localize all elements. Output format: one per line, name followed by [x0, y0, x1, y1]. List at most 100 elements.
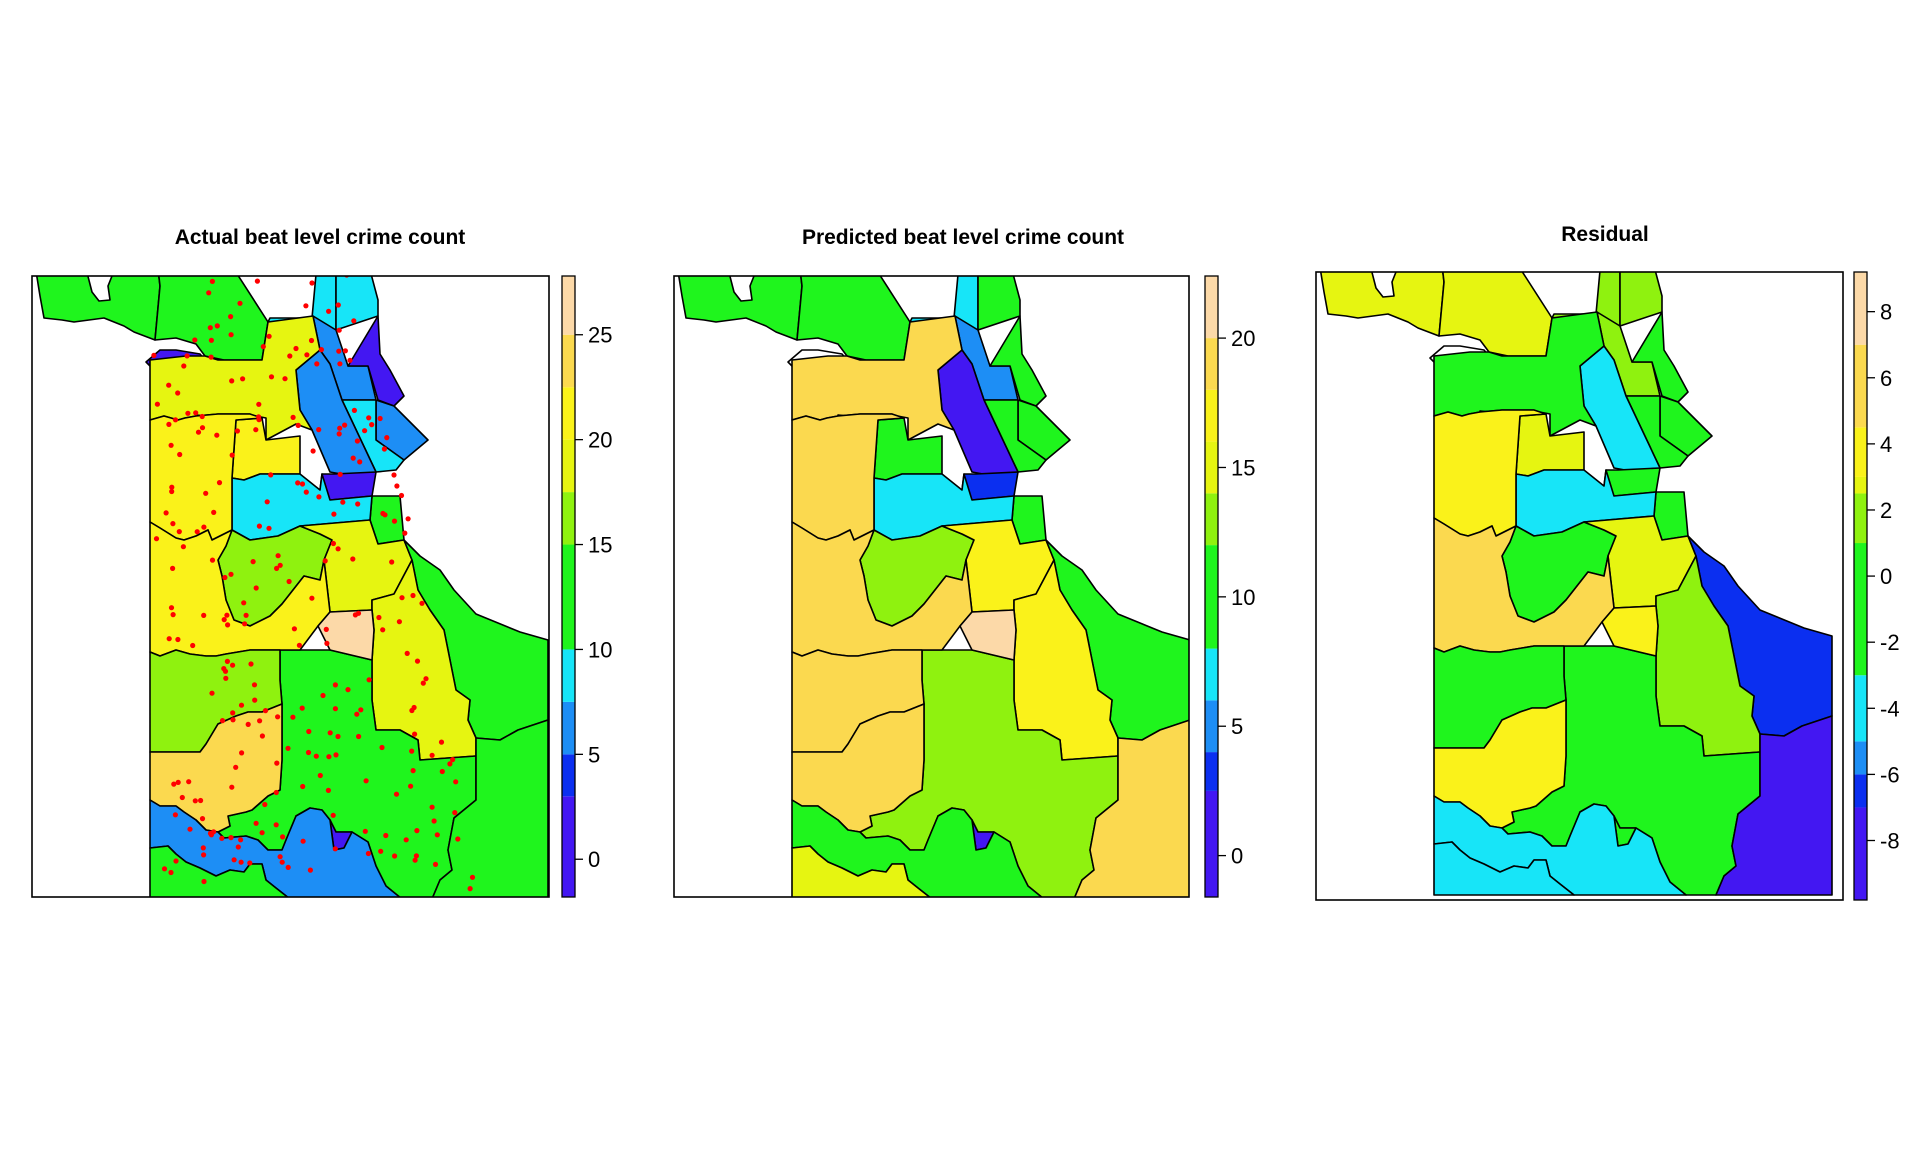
district-polygon — [677, 276, 803, 341]
district-polygon — [1073, 719, 1189, 897]
crime-point — [171, 781, 177, 787]
crime-point — [351, 318, 357, 324]
legend-band — [1205, 752, 1218, 791]
crime-point — [453, 779, 459, 785]
crime-point — [247, 860, 253, 866]
legend-tick-label: 15 — [588, 533, 612, 558]
crime-point — [194, 529, 200, 535]
map-frame — [673, 275, 1190, 898]
legend-tick-label: 15 — [1231, 455, 1255, 480]
district-map — [35, 260, 549, 897]
crime-point — [175, 390, 181, 396]
crime-point — [256, 401, 262, 407]
crime-point — [350, 455, 356, 461]
crime-point — [358, 707, 364, 713]
crime-point — [186, 779, 192, 785]
crime-point — [420, 680, 426, 686]
crime-point — [336, 348, 342, 354]
crime-point — [363, 778, 369, 784]
crime-point — [168, 442, 174, 448]
legend-band — [1205, 700, 1218, 753]
crime-point — [179, 794, 185, 801]
crime-point — [166, 382, 172, 388]
legend-border — [1853, 271, 1868, 901]
crime-point — [450, 757, 456, 763]
crime-point — [392, 853, 398, 859]
crime-point — [201, 852, 207, 858]
district-polygon — [1619, 272, 1663, 327]
legend-band — [1854, 476, 1867, 494]
crime-point — [351, 407, 357, 413]
crime-point — [295, 422, 301, 428]
legend-tick-label: 0 — [1231, 844, 1243, 869]
crime-point — [321, 260, 326, 265]
crime-point — [409, 748, 415, 754]
panel-title: Residual — [1561, 223, 1649, 246]
legend-tick-label: 20 — [1231, 326, 1255, 351]
legend-tick-label: 2 — [1880, 498, 1892, 523]
crime-point — [313, 753, 319, 759]
crime-point — [429, 752, 435, 758]
crime-point — [438, 739, 445, 745]
legend-tick-label: 5 — [1231, 714, 1243, 739]
crime-point — [357, 459, 363, 465]
crime-point — [366, 677, 372, 683]
crime-point — [293, 345, 299, 352]
crime-point — [434, 832, 440, 838]
legend-band — [1205, 389, 1218, 442]
crime-point — [210, 269, 215, 274]
crime-point — [170, 612, 176, 618]
district-map — [1319, 272, 1833, 896]
legend-band — [562, 387, 575, 440]
crime-point — [280, 834, 286, 840]
crime-point — [352, 612, 358, 618]
crime-point — [317, 772, 323, 779]
district-polygon — [959, 609, 1017, 661]
crime-point — [335, 733, 341, 740]
crime-point — [273, 822, 279, 828]
crime-point — [234, 428, 240, 434]
crime-point — [399, 595, 405, 601]
legend-tick-label: 20 — [588, 428, 612, 453]
district-polygon — [791, 845, 931, 897]
crime-point — [423, 676, 429, 682]
legend-tick-label: 4 — [1880, 432, 1892, 457]
crime-point — [214, 432, 220, 438]
district-polygon — [1601, 605, 1659, 657]
crime-point — [404, 650, 410, 657]
crime-point — [199, 425, 206, 431]
crime-point — [394, 483, 400, 489]
crime-point — [412, 731, 418, 737]
color-legend: 0 5 10 15 20 — [1204, 275, 1255, 898]
crime-point — [277, 854, 283, 860]
crime-point — [266, 525, 272, 531]
crime-point — [201, 612, 207, 619]
crime-point — [166, 421, 172, 427]
crime-point — [316, 494, 322, 500]
crime-point — [230, 710, 236, 716]
crime-point — [230, 662, 236, 668]
crime-point — [290, 714, 296, 720]
crime-point — [366, 415, 372, 421]
district-polygon — [335, 276, 379, 331]
legend-band — [1854, 741, 1867, 775]
crime-point — [286, 578, 292, 585]
crime-point — [170, 565, 176, 572]
district-polygon — [796, 276, 911, 361]
legend-tick-label: 0 — [588, 847, 600, 872]
crime-point — [211, 509, 217, 515]
crime-point — [168, 605, 175, 611]
crime-point — [282, 376, 288, 382]
crime-point — [327, 730, 333, 736]
crime-point — [452, 810, 458, 816]
legend-band — [562, 796, 575, 897]
crime-point — [218, 260, 223, 265]
crime-point — [335, 302, 341, 308]
crime-point — [410, 768, 416, 774]
crime-point — [383, 832, 389, 839]
crime-point — [355, 501, 361, 507]
crime-point — [173, 858, 179, 864]
crime-point — [413, 853, 419, 859]
crime-point — [336, 431, 342, 437]
